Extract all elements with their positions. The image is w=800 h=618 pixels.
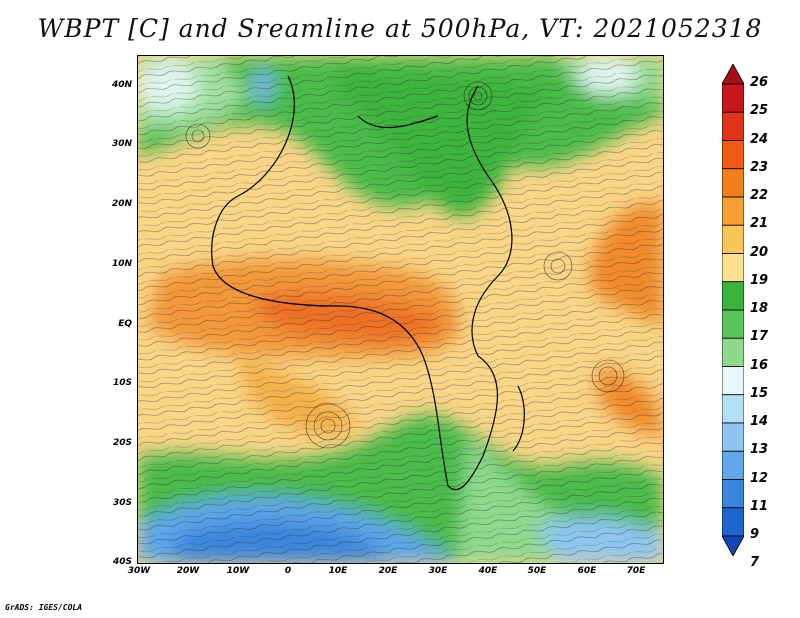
colorbar-segment (722, 168, 744, 198)
coastlines (211, 75, 525, 491)
lon-label-70e: 70E (626, 566, 646, 576)
colorbar-label: 23 (750, 159, 769, 175)
colorbar-top-triangle (722, 64, 744, 85)
lat-label-10n: 10N (111, 259, 132, 269)
lon-label-40e: 40E (478, 566, 498, 576)
colorbar-segment (722, 422, 744, 452)
lat-label-40s: 40S (112, 557, 132, 567)
footer-credit: GrADS: IGES/COLA (5, 603, 83, 612)
vortex-swirls (185, 81, 625, 449)
lat-label-20s: 20S (112, 438, 132, 448)
colorbar-segment (722, 83, 744, 113)
lon-label-10e: 10E (328, 566, 348, 576)
lat-label-10s: 10S (112, 378, 132, 388)
wbpt-field-map (138, 56, 663, 563)
colorbar-segment (722, 140, 744, 170)
colorbar (722, 64, 744, 556)
colorbar-segment (722, 253, 744, 283)
colorbar-label: 21 (750, 216, 769, 232)
colorbar-label: 13 (750, 442, 769, 458)
lon-label-10w: 10W (226, 566, 250, 576)
lat-label-20n: 20N (111, 199, 132, 209)
colorbar-segment (722, 394, 744, 424)
colorbar-label: 17 (750, 329, 769, 345)
colorbar-label: 22 (750, 188, 769, 203)
lat-label-30s: 30S (112, 498, 132, 508)
lon-label-30e: 30E (428, 566, 448, 576)
lon-label-20e: 20E (378, 566, 398, 576)
lat-label-40n: 40N (111, 80, 132, 90)
lat-label-eq: EQ (118, 319, 132, 329)
colorbar-label: 26 (750, 75, 769, 90)
lon-label-30w: 30W (127, 566, 151, 576)
map-panel[interactable] (137, 55, 664, 564)
colorbar-segment (722, 479, 744, 509)
chart-title: WBPT [C] and Sreamline at 500hPa, VT: 20… (37, 14, 763, 43)
colorbar-label: 12 (750, 470, 769, 486)
lon-label-0: 0 (284, 566, 292, 576)
colorbar-label: 7 (750, 555, 760, 571)
streamlines (138, 56, 663, 563)
colorbar-label: 15 (750, 385, 769, 401)
colorbar-label: 9 (750, 527, 760, 542)
colorbar-segment (722, 337, 744, 367)
colorbar-segment (722, 450, 744, 480)
colorbar-segment (722, 309, 744, 339)
colorbar-segment (722, 111, 744, 141)
colorbar-label: 24 (750, 131, 769, 147)
colorbar-segment (722, 196, 744, 226)
colorbar-label: 16 (750, 357, 769, 373)
colorbar-label: 14 (750, 414, 769, 429)
lat-label-30n: 30N (111, 139, 132, 149)
colorbar-label: 20 (750, 244, 769, 260)
colorbar-segment (722, 366, 744, 396)
colorbar-segment (722, 281, 744, 311)
lon-label-60e: 60E (577, 566, 597, 576)
lon-label-20w: 20W (176, 566, 200, 576)
colorbar-bottom-triangle (722, 535, 744, 556)
colorbar-label: 25 (750, 103, 769, 119)
colorbar-label: 19 (750, 272, 769, 288)
colorbar-label: 11 (750, 498, 769, 514)
colorbar-label: 18 (750, 301, 769, 316)
colorbar-segment (722, 224, 744, 254)
colorbar-segment (722, 507, 744, 537)
lon-label-50e: 50E (527, 566, 547, 576)
